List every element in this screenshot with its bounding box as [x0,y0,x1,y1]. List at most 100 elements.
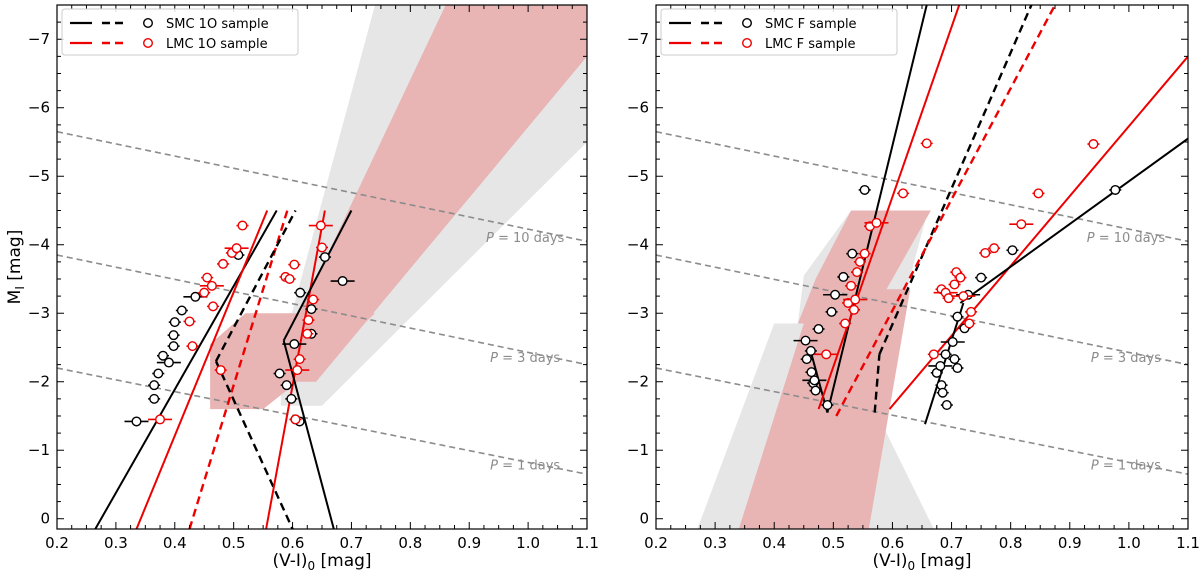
data-point [206,280,217,291]
data-point [308,294,319,305]
y-tick-label: −6 [28,99,50,117]
x-tick-label: 0.4 [163,534,187,552]
data-point [958,291,969,302]
plot-area [57,5,587,529]
data-point [941,400,952,411]
period-line [57,367,587,475]
data-point [964,318,975,329]
x-tick-label: 1.1 [575,534,599,552]
x-tick-label: 0.2 [45,534,69,552]
data-point [187,341,198,352]
data-point [859,184,870,195]
data-point [215,365,226,376]
data-point [851,267,862,278]
data-point [294,354,305,365]
data-point [284,273,295,284]
smc-steep-fit [826,5,928,413]
data-point [337,276,348,287]
data-point [208,301,219,312]
y-tick-label: −1 [627,441,649,459]
legend-label: SMC 1O sample [166,17,269,32]
data-point [822,400,833,411]
data-point [810,385,821,396]
data-point [315,220,326,231]
period-label: P = 3 days [490,351,560,366]
period-label: P = 1 days [1091,458,1161,473]
data-point [157,350,168,361]
y-tick-label: −2 [627,373,649,391]
x-tick-label: 0.4 [762,534,786,552]
data-point [149,380,160,391]
y-tick-label: −3 [627,304,649,322]
smc-left-dashed [214,209,297,362]
y-tick-label: −1 [28,441,50,459]
lmc-left-dashed [188,210,289,529]
y-tick-label: −7 [627,30,649,48]
data-point [800,335,811,346]
data-point [1110,184,1121,195]
period-label-text: = 10 days [1095,231,1166,246]
data-point [821,349,832,360]
y-tick-label: −5 [627,167,649,185]
period-label: P = 10 days [486,231,565,246]
data-point [809,375,820,386]
y-tick-label: −2 [28,373,50,391]
data-point [871,217,882,228]
x-tick-label: 0.8 [999,534,1023,552]
x-tick-label: 0.9 [1058,534,1082,552]
data-point [169,317,180,328]
period-label-symbol: P [490,458,498,473]
period-label-text: = 10 days [494,231,565,246]
data-point [847,248,858,259]
y-tick-label: −4 [627,236,649,254]
period-line [57,130,587,243]
period-label-symbol: P [486,231,494,246]
x-tick-label: 0.6 [881,534,905,552]
smc-shallow-fit [959,137,1188,304]
x-axis-title-part: [mag] [315,551,371,571]
x-tick-label: 1.0 [1117,534,1141,552]
data-point [921,138,932,149]
legend: SMC 1O sample LMC 1O sample [61,8,299,56]
data-point [989,243,1000,254]
legend-marker [742,38,753,49]
data-point [319,252,330,263]
data-point [163,357,174,368]
period-label-text: = 3 days [498,351,560,366]
y-tick-label: −6 [627,99,649,117]
x-tick-label: 0.3 [703,534,727,552]
data-point [218,258,229,269]
period-line [656,130,1188,243]
y-axis-title-part: [mag] [5,230,25,286]
data-point [830,289,841,300]
y-axis-title-subscript: I [13,286,27,290]
data-point [949,354,960,365]
legend-label: LMC 1O sample [166,37,268,52]
red-band-lower [210,313,375,410]
data-point [292,365,303,376]
data-point [806,367,817,378]
data-point [854,256,865,267]
y-tick-label: −4 [28,236,50,254]
x-tick-label: 1.1 [1176,534,1200,552]
data-point [849,304,860,315]
data-point [976,272,987,283]
data-point [274,368,285,379]
data-point [805,345,816,356]
y-tick-label: −5 [28,167,50,185]
legend-marker [742,18,753,29]
smc-mid-dashed [214,360,294,529]
data-point [303,315,314,326]
data-point [947,337,958,348]
red-band-upper [286,5,587,382]
period-line [656,367,1188,475]
data-point [168,341,179,352]
data-point [302,328,313,339]
data-point [801,354,812,365]
data-point [1007,245,1018,256]
data-point [1033,188,1044,199]
data-point [289,339,300,350]
data-point [966,306,977,317]
data-point [826,306,837,317]
data-point [199,287,210,298]
